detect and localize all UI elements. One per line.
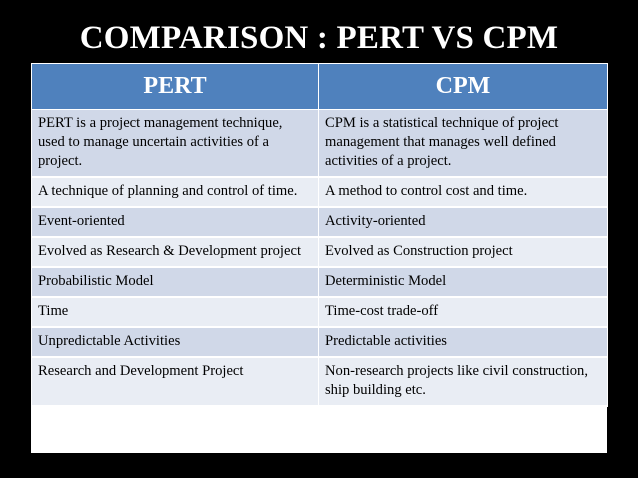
comparison-table: PERT CPM PERT is a project management te… bbox=[31, 63, 608, 453]
table-row: Time Time-cost trade-off bbox=[31, 296, 608, 328]
table-cell-pert: PERT is a project management technique, … bbox=[31, 109, 319, 178]
table-row: Evolved as Research & Development projec… bbox=[31, 236, 608, 268]
table-row: Event-oriented Activity-oriented bbox=[31, 206, 608, 238]
table-cell-pert: Probabilistic Model bbox=[31, 266, 319, 298]
table-cell-pert: Time bbox=[31, 296, 319, 328]
table-cell-cpm: Time-cost trade-off bbox=[318, 296, 608, 328]
table-cell-cpm: Non-research projects like civil constru… bbox=[318, 356, 608, 407]
table-cell-cpm: Deterministic Model bbox=[318, 266, 608, 298]
table-cell-pert: Unpredictable Activities bbox=[31, 326, 319, 358]
table-cell-pert: Evolved as Research & Development projec… bbox=[31, 236, 319, 268]
table-row: Probabilistic Model Deterministic Model bbox=[31, 266, 608, 298]
table-row: Unpredictable Activities Predictable act… bbox=[31, 326, 608, 358]
table-cell-cpm: A method to control cost and time. bbox=[318, 176, 608, 208]
table-row: PERT is a project management technique, … bbox=[31, 109, 608, 178]
table-cell-cpm: Activity-oriented bbox=[318, 206, 608, 238]
table-cell-pert: A technique of planning and control of t… bbox=[31, 176, 319, 208]
table-cell-cpm: Predictable activities bbox=[318, 326, 608, 358]
column-header-pert: PERT bbox=[31, 63, 319, 110]
slide-title: COMPARISON : PERT VS CPM bbox=[79, 20, 559, 56]
table-cell-pert: Event-oriented bbox=[31, 206, 319, 238]
table-cell-cpm: Evolved as Construction project bbox=[318, 236, 608, 268]
table-cell-cpm: CPM is a statistical technique of projec… bbox=[318, 109, 608, 178]
table-row: Research and Development Project Non-res… bbox=[31, 356, 608, 407]
column-header-cpm: CPM bbox=[318, 63, 608, 110]
table-cell-pert: Research and Development Project bbox=[31, 356, 319, 407]
table-header-row: PERT CPM bbox=[31, 63, 608, 110]
table-row: A technique of planning and control of t… bbox=[31, 176, 608, 208]
